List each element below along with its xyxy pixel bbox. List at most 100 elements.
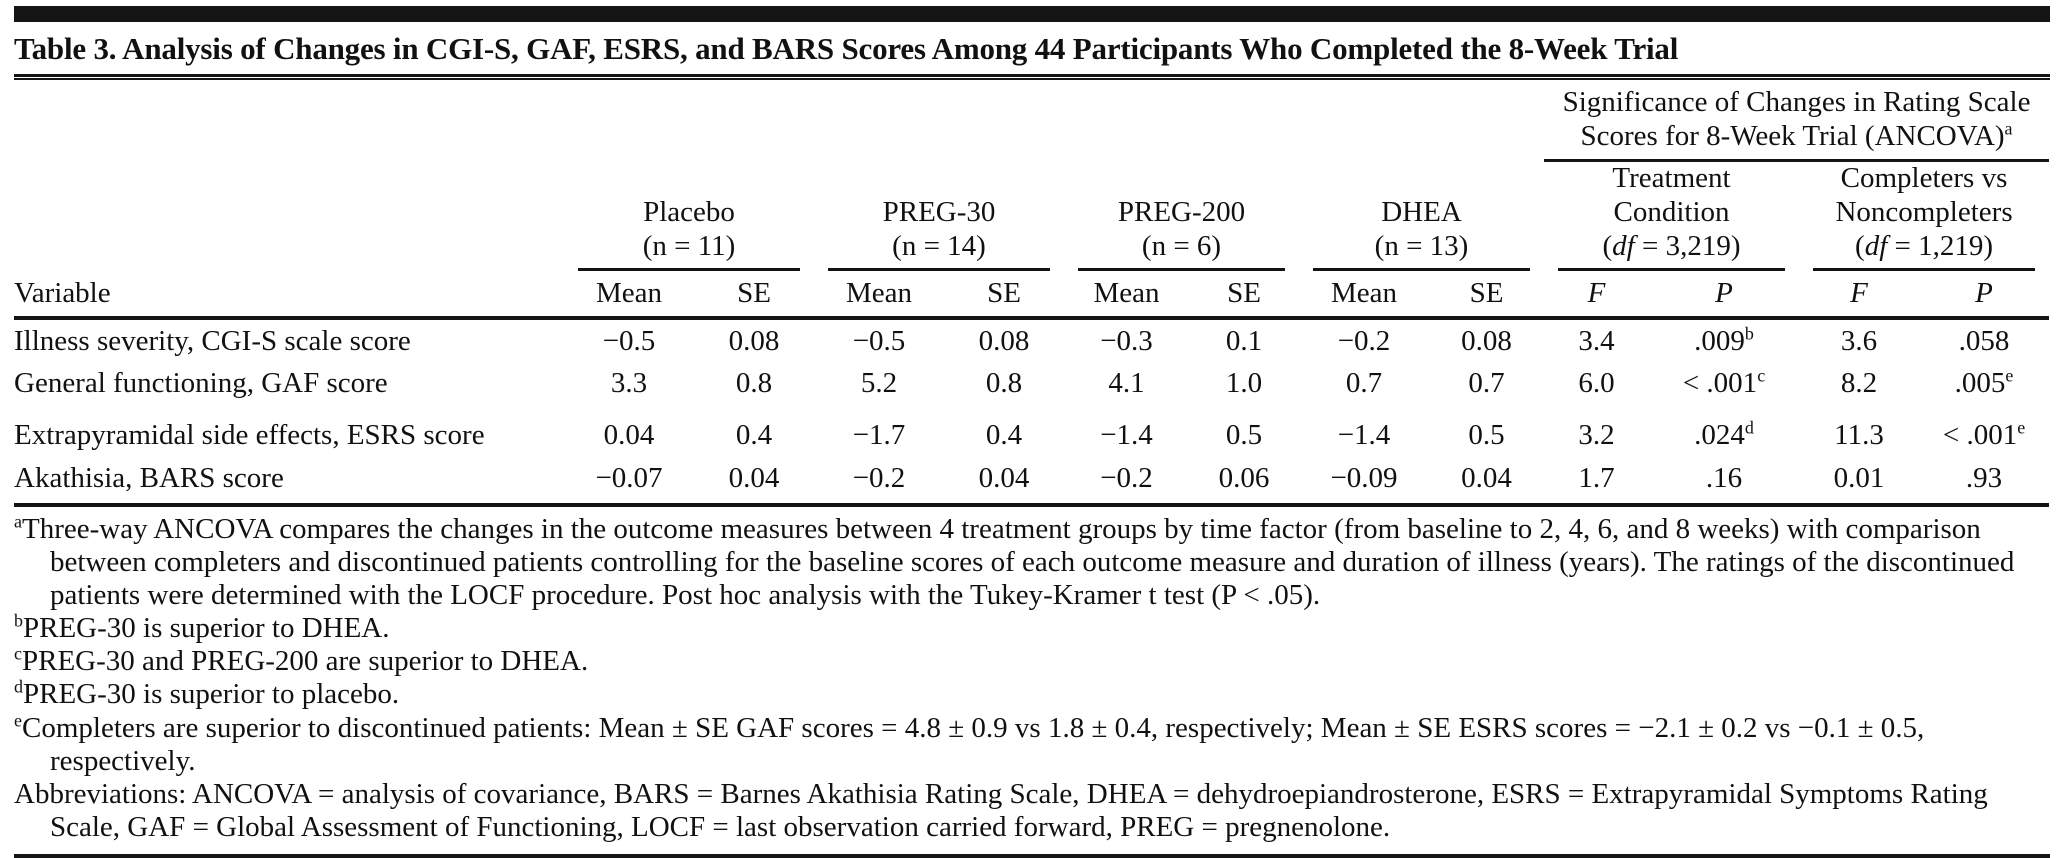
cell-preg30-se: 0.8 <box>985 367 1023 400</box>
cell-preg200-se: 0.06 <box>1189 457 1299 508</box>
cell-treatment-p: .009b <box>1694 322 1754 357</box>
column-header-mean: Mean <box>1064 270 1189 320</box>
cell-completers-f: 3.6 <box>1840 324 1878 357</box>
cell-treatment-f: 3.2 <box>1578 419 1615 452</box>
column-header-p: P <box>1649 270 1799 320</box>
footnotes-section: aThree-way ANCOVA compares the changes i… <box>14 513 2050 843</box>
footnote-marker: e <box>14 709 22 730</box>
subheader-treatment-condition: Treatment Condition (df = 3,219) <box>1544 162 1799 271</box>
title-divider <box>14 74 2050 80</box>
group-n: (n = 13) <box>1374 229 1469 262</box>
cell-completers-p: .058 <box>1958 324 2010 357</box>
column-header-mean: Mean <box>814 270 944 320</box>
cell-preg200-se: 1.0 <box>1225 367 1263 400</box>
subgroup-line1: Completers vs <box>1840 161 2008 194</box>
table-row-bars: Akathisia, BARS score −0.07 0.04 −0.2 0.… <box>14 457 2050 508</box>
column-header-se: SE <box>694 270 814 320</box>
header-row-columns: Variable Mean SE Mean SE Mean SE Mean SE… <box>14 270 2050 320</box>
cell-dhea-se: 0.5 <box>1468 419 1505 452</box>
footnote-marker: c <box>14 643 22 664</box>
group-header-preg200: PREG-200 (n = 6) <box>1064 162 1299 271</box>
cell-preg30-mean: −1.7 <box>852 419 906 452</box>
cell-dhea-mean: −0.2 <box>1337 324 1391 357</box>
bottom-divider <box>14 853 2050 858</box>
ancova-title-line1: Significance of Changes in Rating Scale <box>1562 86 2031 118</box>
cell-placebo-mean: 0.04 <box>603 419 655 452</box>
cell-placebo-se: 0.04 <box>694 457 814 508</box>
p-footnote-marker: c <box>1757 365 1766 386</box>
table-row-gaf: General functioning, GAF score 3.3 0.8 5… <box>14 362 2049 405</box>
cell-preg200-mean: −0.3 <box>1100 324 1153 357</box>
cell-dhea-se: 0.08 <box>1461 324 1512 357</box>
cell-treatment-p: .024d <box>1694 417 1754 452</box>
subgroup-line1: Treatment <box>1612 161 1731 194</box>
group-name: DHEA <box>1381 195 1462 228</box>
group-name: PREG-30 <box>882 195 996 228</box>
footnote-c: cPREG-30 and PREG-200 are superior to DH… <box>14 643 589 678</box>
column-header-se: SE <box>944 270 1064 320</box>
cell-preg200-mean: −1.4 <box>1100 419 1153 452</box>
table-row-esrs: Extrapyramidal side effects, ESRS score … <box>14 405 2049 457</box>
p-footnote-marker: d <box>1744 417 1754 438</box>
group-header-placebo: Placebo (n = 11) <box>564 162 814 271</box>
cell-completers-p: < .001e <box>1942 417 2026 452</box>
subgroup-df: (df = 1,219) <box>1855 229 1994 262</box>
variable-label: Akathisia, BARS score <box>14 457 564 508</box>
cell-treatment-f: 6.0 <box>1578 367 1615 400</box>
table-title: Table 3. Analysis of Changes in CGI-S, G… <box>14 31 1679 66</box>
header-row-groups: Placebo (n = 11) PREG-30 (n = 14) PREG-2… <box>14 162 2049 271</box>
variable-label: General functioning, GAF score <box>14 367 388 400</box>
cell-treatment-f: 1.7 <box>1544 457 1649 508</box>
column-header-mean: Mean <box>1299 270 1429 320</box>
ancova-spanner-header: Significance of Changes in Rating Scale … <box>1544 82 2050 162</box>
cell-dhea-mean: −1.4 <box>1337 419 1391 452</box>
variable-label: Illness severity, CGI-S scale score <box>14 324 411 357</box>
footnote-b: bPREG-30 is superior to DHEA. <box>14 610 390 645</box>
cell-placebo-mean: 3.3 <box>610 367 648 400</box>
group-header-dhea: DHEA (n = 13) <box>1299 162 1544 271</box>
group-n: (n = 11) <box>642 229 736 262</box>
table-row-cgi-s: Illness severity, CGI-S scale score −0.5… <box>14 318 2049 363</box>
cell-dhea-mean: 0.7 <box>1345 367 1383 400</box>
subgroup-line2: Condition <box>1613 195 1730 228</box>
subgroup-df: (df = 3,219) <box>1602 229 1741 262</box>
column-header-mean: Mean <box>564 270 694 320</box>
footnote-a: aThree-way ANCOVA compares the changes i… <box>14 511 2015 612</box>
column-header-f: F <box>1799 270 1919 320</box>
footnote-marker: d <box>14 676 23 697</box>
results-table: Significance of Changes in Rating Scale … <box>14 82 2050 508</box>
cell-dhea-se: 0.7 <box>1468 367 1505 400</box>
ancova-title-line2: Scores for 8-Week Trial (ANCOVA)a <box>1580 118 2013 152</box>
cell-preg30-mean: 5.2 <box>860 367 898 400</box>
cell-dhea-se: 0.04 <box>1429 457 1544 508</box>
cell-treatment-f: 3.4 <box>1578 324 1615 357</box>
abbreviations-note: Abbreviations: ANCOVA = analysis of cova… <box>14 777 1988 843</box>
column-header-se: SE <box>1189 270 1299 320</box>
p-footnote-marker: e <box>2017 417 2026 438</box>
column-header-f: F <box>1544 270 1649 320</box>
cell-completers-p: .005e <box>1954 365 2014 400</box>
cell-preg30-mean: −0.2 <box>814 457 944 508</box>
group-name: PREG-200 <box>1117 195 1246 228</box>
cell-preg200-mean: 4.1 <box>1108 367 1145 400</box>
journal-table-page: Table 3. Analysis of Changes in CGI-S, G… <box>0 6 2064 858</box>
ancova-footnote-marker: a <box>2004 118 2013 139</box>
footnote-d: dPREG-30 is superior to placebo. <box>14 676 400 711</box>
p-footnote-marker: e <box>2005 365 2014 386</box>
column-header-se: SE <box>1429 270 1544 320</box>
cell-preg30-se: 0.4 <box>985 419 1023 452</box>
p-footnote-marker: b <box>1744 322 1754 343</box>
column-header-variable: Variable <box>14 270 564 320</box>
cell-treatment-p: < .001c <box>1682 365 1766 400</box>
cell-placebo-se: 0.08 <box>728 324 780 357</box>
cell-preg30-se: 0.08 <box>978 324 1030 357</box>
cell-completers-f: 0.01 <box>1799 457 1919 508</box>
cell-preg200-se: 0.5 <box>1225 419 1263 452</box>
variable-label: Extrapyramidal side effects, ESRS score <box>14 419 485 452</box>
cell-treatment-p: .16 <box>1649 457 1799 508</box>
group-n: (n = 14) <box>892 229 986 262</box>
cell-preg200-se: 0.1 <box>1225 324 1263 357</box>
cell-completers-p: .93 <box>1919 457 2050 508</box>
cell-completers-f: 8.2 <box>1840 367 1878 400</box>
cell-preg30-se: 0.04 <box>944 457 1064 508</box>
